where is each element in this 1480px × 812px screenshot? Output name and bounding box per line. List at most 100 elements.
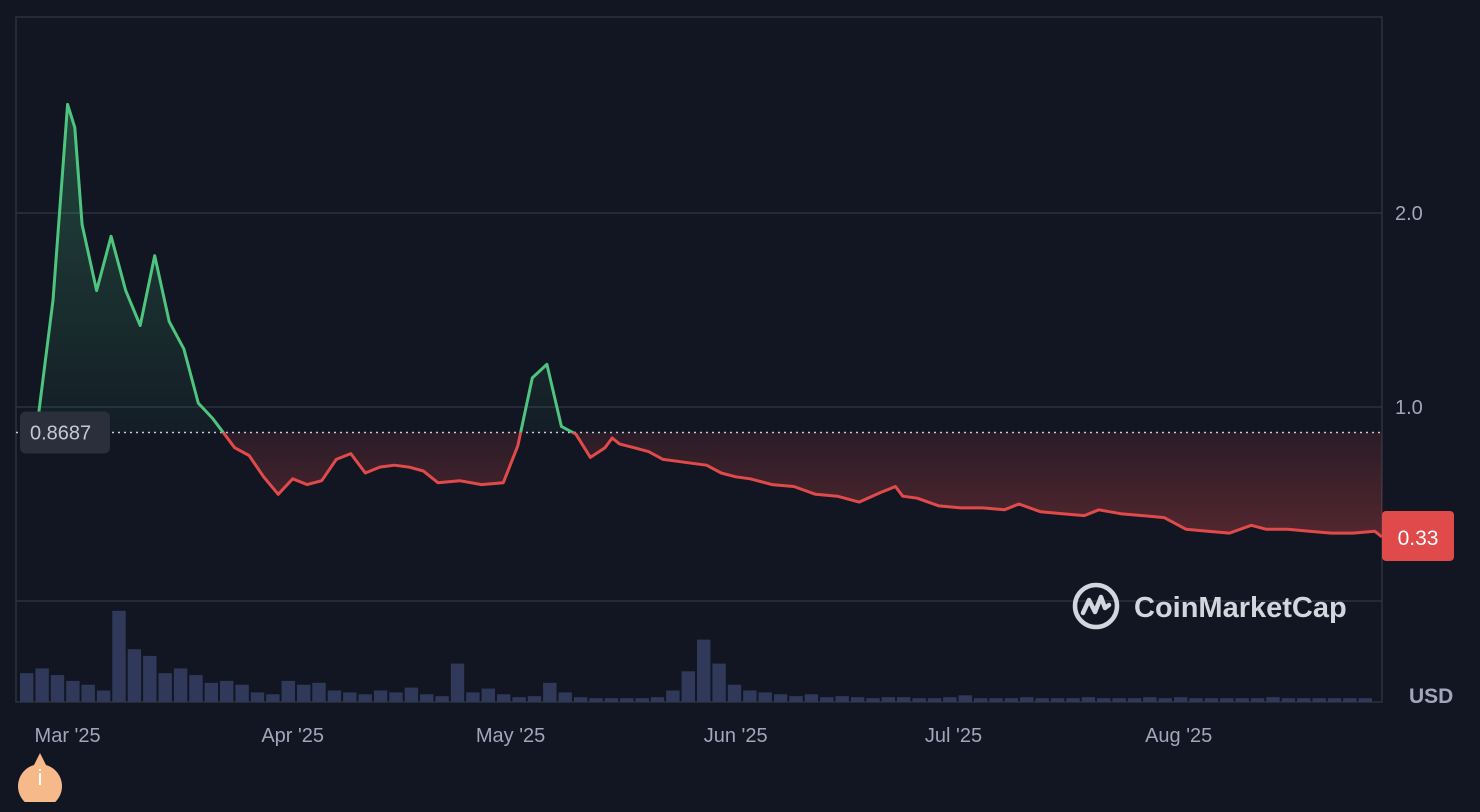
volume-bar (897, 697, 911, 702)
x-tick-label: Jun '25 (704, 725, 768, 747)
volume-bar (1358, 698, 1372, 702)
currency-label: USD (1409, 685, 1453, 708)
volume-bar (1266, 697, 1280, 702)
volume-bar (343, 692, 357, 702)
volume-bar (727, 684, 742, 702)
info-icon[interactable] (16, 752, 64, 802)
volume-bar (1066, 698, 1080, 702)
volume-bar (50, 675, 65, 702)
volume-bar (773, 694, 788, 702)
volume-bar (527, 696, 542, 702)
volume-bar (1097, 698, 1111, 702)
volume-bar (789, 696, 803, 702)
x-tick-label: Mar '25 (35, 725, 101, 747)
volume-bar (743, 690, 757, 702)
volume-bar (312, 682, 326, 702)
volume-bar (1250, 698, 1265, 702)
volume-bar (958, 695, 972, 702)
volume-bar (1112, 698, 1126, 702)
volume-bar (1081, 697, 1096, 702)
volume-bar (1143, 697, 1157, 702)
volume-bar (927, 698, 942, 702)
volume-bar (850, 697, 865, 702)
price-area (24, 104, 1382, 537)
volume-bar (158, 673, 172, 702)
volume-bar (681, 671, 695, 702)
volume-bar (250, 692, 265, 702)
volume-bar (974, 698, 988, 702)
volume-bar (358, 694, 372, 702)
volume-bars (20, 610, 1372, 702)
reference-price-box (20, 411, 110, 454)
volume-bar (512, 697, 526, 702)
volume-bar (1050, 698, 1065, 702)
volume-bar (1189, 698, 1203, 702)
last-price-value: 0.33 (1398, 527, 1439, 550)
volume-bar (1004, 698, 1019, 702)
volume-bar (81, 684, 95, 702)
volume-bar (1297, 698, 1311, 702)
volume-bar (1327, 698, 1342, 702)
volume-bar (604, 698, 619, 702)
x-tick-label: May '25 (476, 725, 545, 747)
volume-bar (758, 692, 772, 702)
volume-bar (881, 697, 895, 702)
volume-bar (450, 663, 465, 702)
x-tick-label: Aug '25 (1145, 725, 1212, 747)
reference-price-value: 0.8687 (30, 422, 91, 444)
volume-bar (96, 690, 111, 702)
volume-bar (143, 655, 157, 702)
coinmarketcap-logo-icon (1072, 582, 1120, 630)
volume-bar (481, 688, 495, 702)
volume-bar (573, 697, 588, 702)
volume-bar (989, 698, 1003, 702)
y-tick-label: 1.0 (1395, 397, 1423, 419)
volume-bar (497, 694, 511, 702)
volume-bar (235, 684, 249, 702)
volume-bar (558, 692, 572, 702)
volume-bar (1281, 698, 1296, 702)
last-price-label: 0.33 (1382, 510, 1454, 561)
volume-bar (650, 697, 665, 702)
x-axis: Mar '25 Apr '25 May '25 Jun '25 Jul '25 … (35, 725, 1213, 747)
volume-bar (635, 698, 649, 702)
volume-bar (943, 697, 957, 702)
volume-bar (66, 680, 80, 702)
volume-bar (1312, 698, 1326, 702)
volume-bar (112, 610, 126, 702)
volume-bar (266, 694, 280, 702)
volume-bar (866, 698, 880, 702)
volume-bar (835, 696, 849, 702)
area-below-reference (24, 432, 1382, 537)
price-line (22, 102, 1383, 539)
volume-bar (1158, 698, 1172, 702)
volume-bar (389, 692, 403, 702)
volume-bar (297, 684, 311, 702)
last-price-box (1382, 510, 1454, 561)
volume-bar (420, 694, 434, 702)
volume-bar (712, 663, 726, 702)
volume-bar (1020, 697, 1034, 702)
volume-bar (435, 696, 449, 702)
volume-bar (404, 687, 419, 702)
x-tick-label: Apr '25 (261, 725, 324, 747)
coinmarketcap-watermark: CoinMarketCap (1072, 582, 1347, 630)
x-tick-label: Jul '25 (925, 725, 982, 747)
volume-bar (327, 690, 342, 702)
y-tick-label: 2.0 (1395, 203, 1423, 225)
volume-bar (543, 682, 557, 702)
volume-bar (189, 675, 203, 702)
volume-bar (1235, 698, 1249, 702)
volume-bar (589, 698, 603, 702)
y-axis: 1.0 2.0 (1395, 203, 1423, 419)
area-above-reference (31, 104, 573, 433)
volume-bar (20, 673, 34, 702)
volume-bar (220, 680, 234, 702)
volume-bar (466, 692, 480, 702)
volume-bar (820, 697, 834, 702)
volume-bar (620, 698, 634, 702)
volume-bar (1343, 698, 1357, 702)
watermark-text: CoinMarketCap (1134, 592, 1347, 624)
volume-bar (697, 639, 711, 702)
